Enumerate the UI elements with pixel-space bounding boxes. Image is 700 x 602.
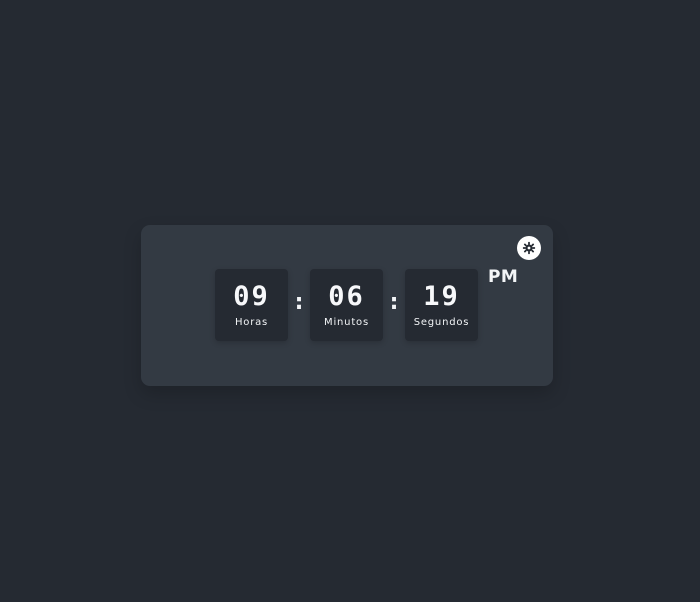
hours-box: 09 Horas [215, 269, 288, 341]
time-separator-hours-minutes: : [294, 290, 304, 315]
hours-value: 09 [233, 281, 270, 312]
am-pm-indicator: PM [488, 267, 519, 287]
minutes-label: Minutos [324, 317, 369, 328]
seconds-label: Segundos [413, 317, 470, 328]
theme-toggle-button[interactable] [517, 236, 541, 260]
hours-label: Horas [234, 317, 269, 328]
seconds-box: 19 Segundos [405, 269, 478, 341]
time-separator-minutes-seconds: : [389, 290, 399, 315]
seconds-value: 19 [423, 281, 460, 312]
clock-card: 09 Horas : 06 Minutos : 19 Segundos PM [141, 225, 553, 386]
gear-icon [522, 241, 536, 255]
minutes-value: 06 [328, 281, 365, 312]
minutes-box: 06 Minutos [310, 269, 383, 341]
